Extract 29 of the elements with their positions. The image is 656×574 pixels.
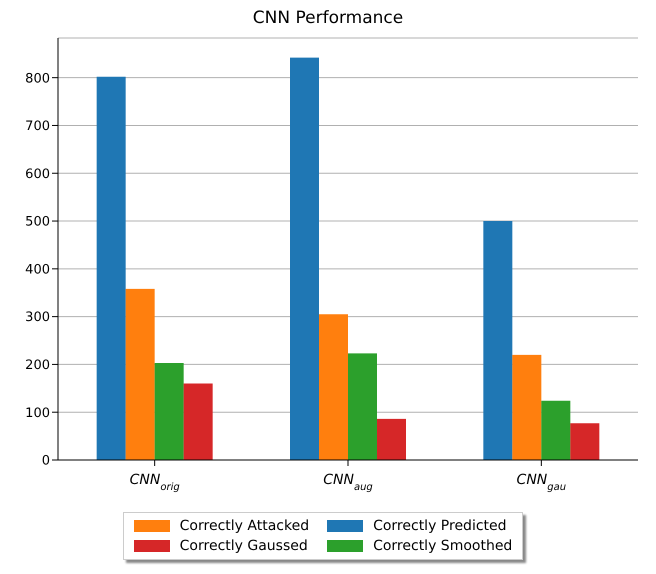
bar <box>184 384 213 460</box>
y-tick-label: 200 <box>25 358 50 374</box>
y-tick-label: 500 <box>25 214 50 230</box>
bar <box>154 362 184 460</box>
bar <box>290 58 319 460</box>
legend-label: Correctly Gaussed <box>180 538 308 554</box>
legend-label: Correctly Attacked <box>180 518 310 534</box>
x-tick-label: CNN$_{gau}$ <box>516 472 566 492</box>
bar <box>319 314 348 460</box>
x-tick-label: CNN$_{orig}$ <box>130 472 180 492</box>
bar <box>348 353 377 460</box>
bar <box>483 221 512 460</box>
y-tick-label: 800 <box>25 71 50 86</box>
y-tick-label: 300 <box>25 310 50 326</box>
bar <box>512 354 542 460</box>
chart-title: CNN Performance <box>252 8 404 30</box>
x-tick-label: CNN$_{aug}$ <box>323 472 373 492</box>
y-tick-label: 400 <box>25 262 50 278</box>
legend-label: Correctly Smoothed <box>373 538 512 554</box>
y-tick-label: 700 <box>25 119 50 134</box>
y-tick-label: 100 <box>25 406 50 421</box>
bar <box>96 76 126 460</box>
bar <box>541 400 570 460</box>
legend-label: Correctly Predicted <box>373 518 507 534</box>
bar <box>570 423 600 460</box>
bar <box>377 418 406 460</box>
y-tick-label: 600 <box>25 166 50 182</box>
bar <box>126 288 155 460</box>
y-tick-label: 0 <box>42 454 50 469</box>
